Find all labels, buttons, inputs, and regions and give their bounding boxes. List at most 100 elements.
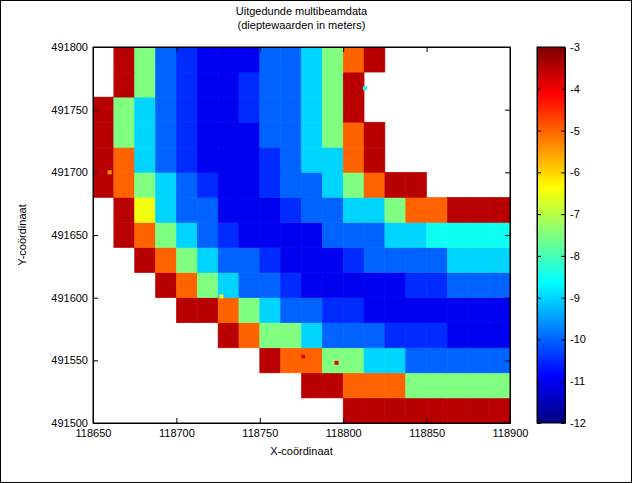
depth-cell <box>364 273 385 298</box>
depth-cell <box>197 197 218 222</box>
depth-cell <box>406 373 427 398</box>
depth-cell <box>176 147 197 172</box>
depth-cell <box>343 72 364 97</box>
tick-mark <box>93 235 98 236</box>
depth-cell <box>468 323 489 348</box>
depth-cell <box>302 222 323 247</box>
depth-cell <box>468 398 489 423</box>
depth-cell <box>260 273 281 298</box>
depth-cell <box>302 172 323 197</box>
tick <box>505 110 510 111</box>
depth-cell <box>468 248 489 273</box>
depth-cell <box>364 298 385 323</box>
depth-cell <box>114 222 135 247</box>
depth-cell <box>239 172 260 197</box>
tick-mark <box>260 418 261 423</box>
tick-label: -10 <box>570 333 586 345</box>
depth-cell <box>114 72 135 97</box>
depth-cell <box>260 298 281 323</box>
depth-cell <box>197 47 218 72</box>
depth-cell <box>239 197 260 222</box>
depth-cell <box>176 172 197 197</box>
tick-mark <box>537 131 541 132</box>
tick-mark <box>561 298 565 299</box>
tick: 118850 <box>409 418 445 439</box>
depth-cell <box>343 172 364 197</box>
axis <box>537 48 541 424</box>
depth-cell <box>406 398 427 423</box>
tick-mark <box>537 298 541 299</box>
tick: 118750 <box>242 418 278 439</box>
depth-cell <box>364 47 385 72</box>
depth-cell <box>343 222 364 247</box>
tick-label: 118800 <box>326 427 362 439</box>
depth-cell <box>218 248 239 273</box>
depth-cell <box>343 298 364 323</box>
depth-cell <box>364 323 385 348</box>
tick-mark <box>537 381 541 382</box>
tick-mark <box>93 47 98 48</box>
depth-cell <box>343 273 364 298</box>
tick <box>176 47 177 52</box>
tick-mark <box>93 360 98 361</box>
depth-cell <box>343 398 364 423</box>
tick <box>537 131 541 132</box>
depth-cell <box>302 197 323 222</box>
tick-mark <box>537 89 541 90</box>
depth-point <box>335 361 339 365</box>
depth-cell <box>406 298 427 323</box>
tick-mark <box>427 418 428 423</box>
tick <box>537 172 541 173</box>
tick-mark <box>260 47 261 52</box>
tick-mark <box>561 256 565 257</box>
depth-cell <box>468 298 489 323</box>
depth-cell <box>156 47 177 72</box>
depth-cell <box>156 222 177 247</box>
depth-cell <box>135 248 156 273</box>
depth-cell <box>343 348 364 373</box>
depth-cell <box>93 97 114 122</box>
depth-cell <box>406 172 427 197</box>
axis-line <box>537 48 538 424</box>
depth-cell <box>281 122 302 147</box>
depth-cell <box>427 298 448 323</box>
tick-label: -3 <box>570 41 580 53</box>
subtitle: (dieptewaarden in meters) <box>238 19 366 31</box>
depth-cell <box>135 47 156 72</box>
tick-label: -4 <box>570 83 580 95</box>
tick: -11 <box>561 375 585 387</box>
depth-cell <box>322 147 343 172</box>
tick: -7 <box>561 208 580 220</box>
depth-cell <box>322 273 343 298</box>
depth-cell <box>489 248 510 273</box>
depth-cell <box>302 373 323 398</box>
depth-cell <box>385 348 406 373</box>
tick-label: -5 <box>570 125 580 137</box>
depth-cell <box>302 97 323 122</box>
depth-cell <box>385 172 406 197</box>
depth-cell <box>281 172 302 197</box>
title: Uitgedunde multibeamdata <box>236 5 368 17</box>
y-axis-title: Y-coördinaat <box>16 204 28 265</box>
tick: 491500 <box>51 417 98 429</box>
depth-cell <box>406 248 427 273</box>
depth-cell <box>197 248 218 273</box>
depth-cell <box>218 172 239 197</box>
depth-cell <box>197 72 218 97</box>
tick-mark <box>561 131 565 132</box>
depth-cell <box>468 197 489 222</box>
tick: -12 <box>561 417 586 429</box>
tick-label: -6 <box>570 166 580 178</box>
depth-cell <box>302 147 323 172</box>
depth-cell <box>239 273 260 298</box>
depth-cell <box>260 97 281 122</box>
depth-cell <box>135 172 156 197</box>
depth-cell <box>385 222 406 247</box>
depth-cell <box>364 172 385 197</box>
depth-cell <box>176 122 197 147</box>
depth-point <box>219 294 223 298</box>
tick <box>537 47 541 48</box>
depth-cell <box>239 298 260 323</box>
depth-cell <box>135 97 156 122</box>
depth-cell <box>260 222 281 247</box>
